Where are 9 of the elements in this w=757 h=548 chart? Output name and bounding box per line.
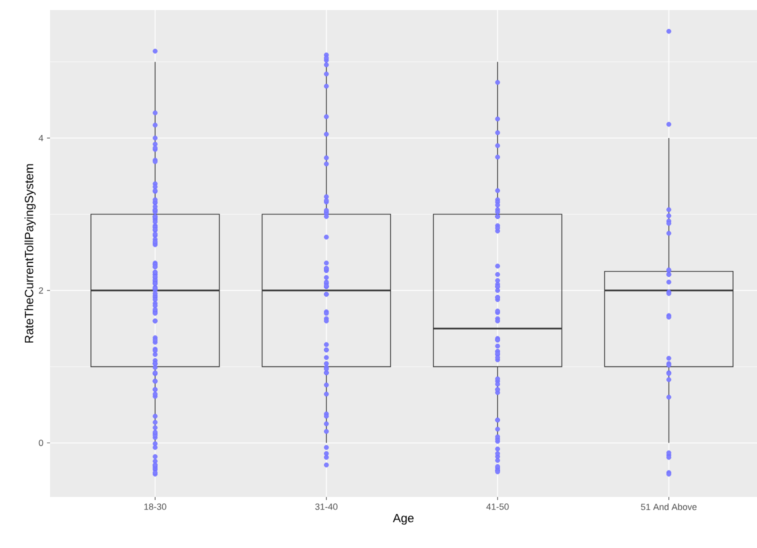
x-tick-label: 18-30 (144, 504, 166, 510)
x-tick-label: 41-50 (486, 504, 509, 510)
y-tick-label: 4 (38, 134, 44, 142)
y-tick-label: 0 (38, 440, 44, 446)
x-tick-label: 51 And Above (641, 504, 697, 510)
y-tick-label: 2 (38, 287, 44, 294)
x-tick-label: 31-40 (315, 504, 338, 510)
y-axis-title: RateTheCurrentTollPayingSystem (24, 164, 36, 343)
x-axis-title: Age (392, 514, 414, 525)
